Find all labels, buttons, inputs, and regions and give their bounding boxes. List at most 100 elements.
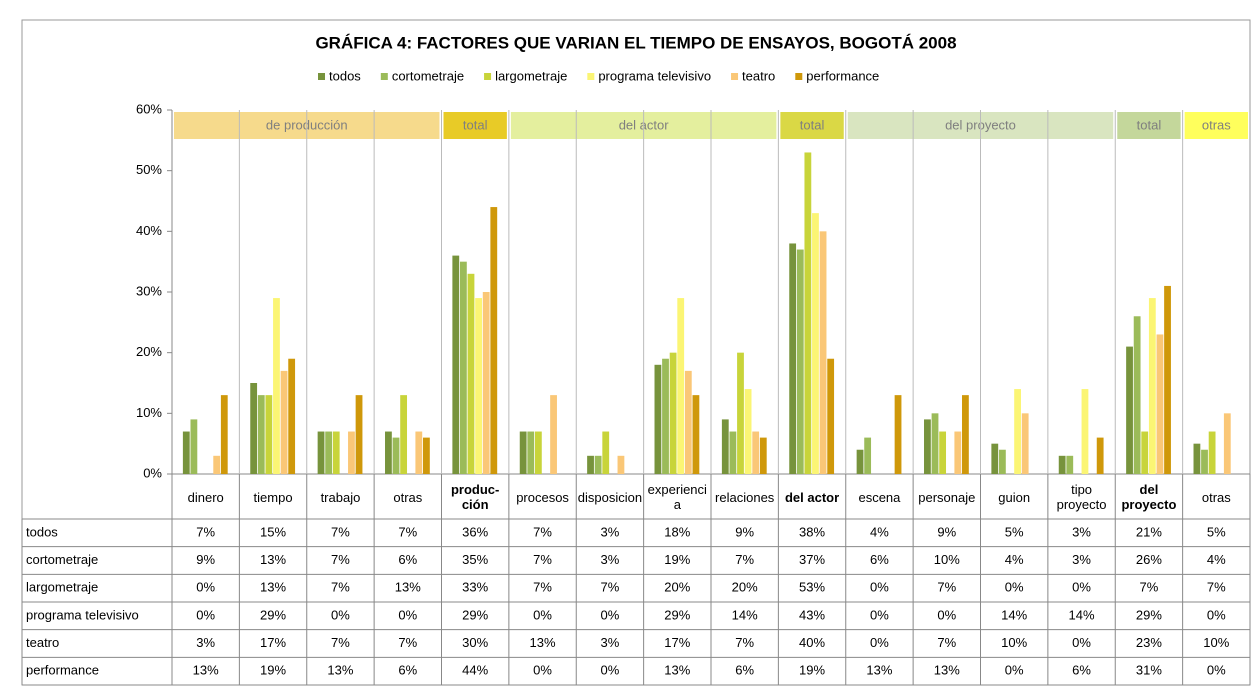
table-cell: 3%: [1072, 552, 1091, 567]
table-cell: 0%: [601, 607, 620, 622]
bar: [669, 352, 677, 474]
legend-label: programa televisivo: [598, 68, 711, 83]
bar: [827, 358, 835, 474]
x-tick-label: experiencia: [647, 482, 707, 512]
legend-swatch: [731, 73, 739, 80]
table-cell: 19%: [799, 663, 825, 678]
bar: [265, 395, 273, 474]
bar: [1058, 455, 1066, 474]
table-row-label: programa televisivo: [26, 607, 139, 622]
bar: [692, 395, 700, 474]
x-tick-label: guion: [998, 489, 1031, 505]
legend-swatch: [795, 73, 803, 80]
table-cell: 18%: [664, 524, 690, 539]
table-cell: 7%: [601, 580, 620, 595]
bar: [819, 231, 827, 474]
x-tick-label: produc-ción: [450, 482, 500, 512]
bar: [924, 419, 931, 474]
table-cell: 3%: [1072, 524, 1091, 539]
bar: [1081, 389, 1089, 474]
table-cell: 44%: [462, 663, 488, 678]
table-cell: 7%: [533, 524, 552, 539]
bar: [490, 207, 498, 475]
table-cell: 6%: [398, 663, 417, 678]
bar: [348, 431, 355, 474]
bar: [789, 243, 797, 474]
bar: [654, 364, 662, 474]
table-cell: 7%: [735, 635, 754, 650]
table-cell: 4%: [1005, 552, 1024, 567]
table-cell: 0%: [1005, 663, 1024, 678]
table-cell: 7%: [1140, 580, 1159, 595]
table-cell: 3%: [601, 524, 620, 539]
table-cell: 3%: [601, 552, 620, 567]
bar: [587, 455, 594, 474]
table-cell: 0%: [398, 607, 417, 622]
table-cell: 9%: [196, 552, 215, 567]
table-cell: 0%: [331, 607, 350, 622]
table-cell: 7%: [937, 635, 956, 650]
table-cell: 7%: [735, 552, 754, 567]
bar: [1126, 346, 1133, 474]
table-cell: 40%: [799, 635, 825, 650]
x-tick-label-box: dinero: [188, 490, 224, 505]
table-cell: 0%: [196, 580, 215, 595]
bar: [182, 431, 190, 474]
y-tick-label: 20%: [136, 344, 162, 359]
bar: [894, 395, 902, 474]
table-cell: 14%: [1001, 607, 1027, 622]
bar: [1133, 316, 1141, 474]
table-cell: 7%: [398, 524, 417, 539]
table-cell: 15%: [260, 524, 286, 539]
bar: [467, 273, 475, 474]
x-tick-label-box: personaje: [918, 490, 975, 505]
table-cell: 0%: [870, 580, 889, 595]
table-cell: 13%: [934, 663, 960, 678]
bar: [1141, 431, 1149, 474]
table-cell: 29%: [462, 607, 488, 622]
table-cell: 0%: [1005, 580, 1024, 595]
table-cell: 13%: [664, 663, 690, 678]
table-cell: 36%: [462, 524, 488, 539]
legend-label: todos: [329, 68, 361, 83]
table-cell: 13%: [395, 580, 421, 595]
bar: [856, 449, 864, 474]
bar: [452, 255, 460, 474]
x-tick-label: del proyecto: [1121, 482, 1177, 512]
table-cell: 17%: [664, 635, 690, 650]
legend-label: cortometraje: [392, 68, 464, 83]
table-cell: 29%: [1136, 607, 1162, 622]
bar: [325, 431, 333, 474]
bar: [1021, 413, 1029, 474]
bar: [662, 358, 669, 474]
table-cell: 0%: [1072, 580, 1091, 595]
bar: [1096, 437, 1104, 474]
group-label: total: [1137, 117, 1162, 132]
table-cell: 14%: [732, 607, 758, 622]
legend-label: largometraje: [495, 68, 567, 83]
x-tick-label: escena: [858, 489, 901, 505]
chart-title: GRÁFICA 4: FACTORES QUE VARIAN EL TIEMPO…: [315, 33, 956, 52]
table-cell: 9%: [735, 524, 754, 539]
table-cell: 38%: [799, 524, 825, 539]
table-cell: 7%: [331, 524, 350, 539]
table-cell: 7%: [331, 635, 350, 650]
bar: [415, 431, 423, 474]
table-cell: 13%: [530, 635, 556, 650]
legend-swatch: [318, 73, 325, 80]
bar: [752, 431, 760, 474]
table-cell: 14%: [1069, 607, 1095, 622]
bar: [677, 298, 685, 474]
bar: [288, 358, 296, 474]
table-cell: 33%: [462, 580, 488, 595]
group-label: total: [463, 117, 488, 132]
table-cell: 7%: [331, 580, 350, 595]
bar: [939, 431, 947, 474]
bar: [1014, 389, 1021, 474]
bar: [1148, 298, 1156, 474]
table-cell: 3%: [601, 635, 620, 650]
table-cell: 7%: [1207, 580, 1226, 595]
x-tick-label: otras: [393, 489, 423, 505]
table-cell: 53%: [799, 580, 825, 595]
table-row-label: performance: [26, 663, 99, 678]
